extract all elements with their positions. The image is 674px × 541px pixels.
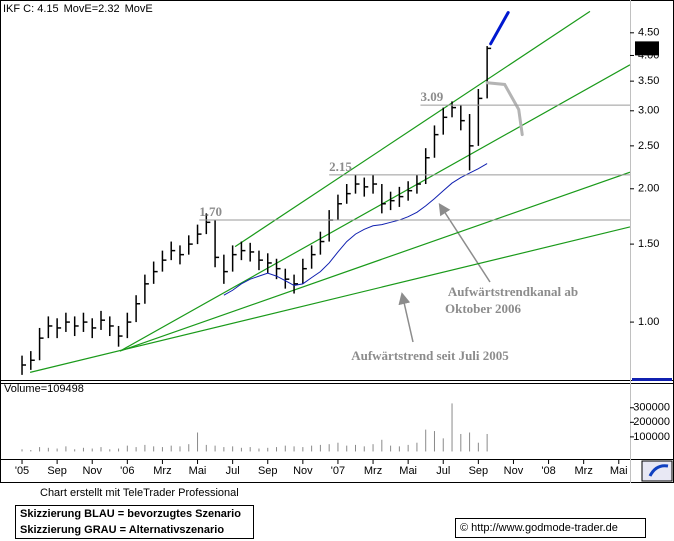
annotation: Aufwärtstrend seit Juli 2005 bbox=[351, 348, 509, 363]
x-tick-label: Jul bbox=[436, 465, 450, 477]
copyright-box bbox=[455, 518, 646, 538]
x-tick-label: Sep bbox=[47, 465, 67, 477]
volume-tick-label: 100000 bbox=[633, 431, 670, 443]
x-tick-label: Nov bbox=[82, 465, 102, 477]
x-tick-label: '08 bbox=[541, 465, 555, 477]
trendline bbox=[234, 10, 591, 248]
note: Skizzierung GRAU = Alternativszenario bbox=[20, 524, 224, 536]
level-label: 1.70 bbox=[199, 204, 222, 219]
notes-box bbox=[15, 505, 254, 539]
logo bbox=[648, 464, 669, 477]
level-label: 2.15 bbox=[329, 159, 352, 174]
header-text: MovE bbox=[125, 3, 153, 15]
credit: Chart erstellt mit TeleTrader Profession… bbox=[40, 487, 239, 499]
header-text: MovE=2.32 bbox=[64, 3, 120, 15]
frame bbox=[0, 0, 674, 483]
x-tick-label: Mrz bbox=[153, 465, 171, 477]
volume-tick-label: 300000 bbox=[633, 402, 670, 414]
level-label: 3.09 bbox=[420, 89, 443, 104]
copyright: © http://www.godmode-trader.de bbox=[460, 522, 618, 534]
last-price: 4.15 bbox=[637, 42, 658, 54]
scenario bbox=[485, 81, 524, 137]
note: Skizzierung BLAU = bevorzugtes Szenario bbox=[20, 508, 241, 520]
moving-average bbox=[223, 163, 488, 296]
y-tick-label: 3.00 bbox=[638, 105, 659, 117]
last-price-box bbox=[635, 41, 659, 56]
y-tick-label: 4.50 bbox=[638, 27, 659, 39]
x-tick-label: Mai bbox=[399, 465, 417, 477]
x-tick-label: Mai bbox=[610, 465, 628, 477]
y-tick-label: 1.50 bbox=[638, 238, 659, 250]
x-tick-label: Mrz bbox=[575, 465, 593, 477]
y-tick-label: 1.00 bbox=[638, 316, 659, 328]
x-tick-label: '05 bbox=[15, 465, 29, 477]
x-tick-label: '06 bbox=[120, 465, 134, 477]
y-tick-label: 2.50 bbox=[638, 140, 659, 152]
x-tick-label: Mrz bbox=[364, 465, 382, 477]
y-tick-label: 2.00 bbox=[638, 183, 659, 195]
x-tick-label: Mai bbox=[189, 465, 207, 477]
x-tick-label: Nov bbox=[504, 465, 524, 477]
trendline bbox=[29, 226, 630, 373]
volume-label: Volume=109498 bbox=[4, 383, 84, 395]
scenario bbox=[489, 11, 510, 46]
trendline bbox=[119, 171, 630, 352]
x-tick-label: Sep bbox=[469, 465, 489, 477]
trendline bbox=[119, 64, 630, 352]
logo-box bbox=[641, 460, 673, 482]
annotation-arrow bbox=[398, 292, 414, 343]
y-tick-label: 3.50 bbox=[638, 75, 659, 87]
axis-marker bbox=[632, 378, 672, 381]
x-tick-label: Jul bbox=[226, 465, 240, 477]
volume-tick-label: 200000 bbox=[633, 416, 670, 428]
annotation: Oktober 2006 bbox=[445, 301, 521, 316]
plot-area bbox=[21, 10, 630, 375]
x-tick-label: Sep bbox=[258, 465, 278, 477]
x-tick-label: Nov bbox=[293, 465, 313, 477]
x-tick-label: '07 bbox=[331, 465, 345, 477]
annotation: Aufwärtstrendkanal ab bbox=[448, 284, 578, 299]
header-text: IKF C: 4.15 bbox=[3, 3, 59, 15]
